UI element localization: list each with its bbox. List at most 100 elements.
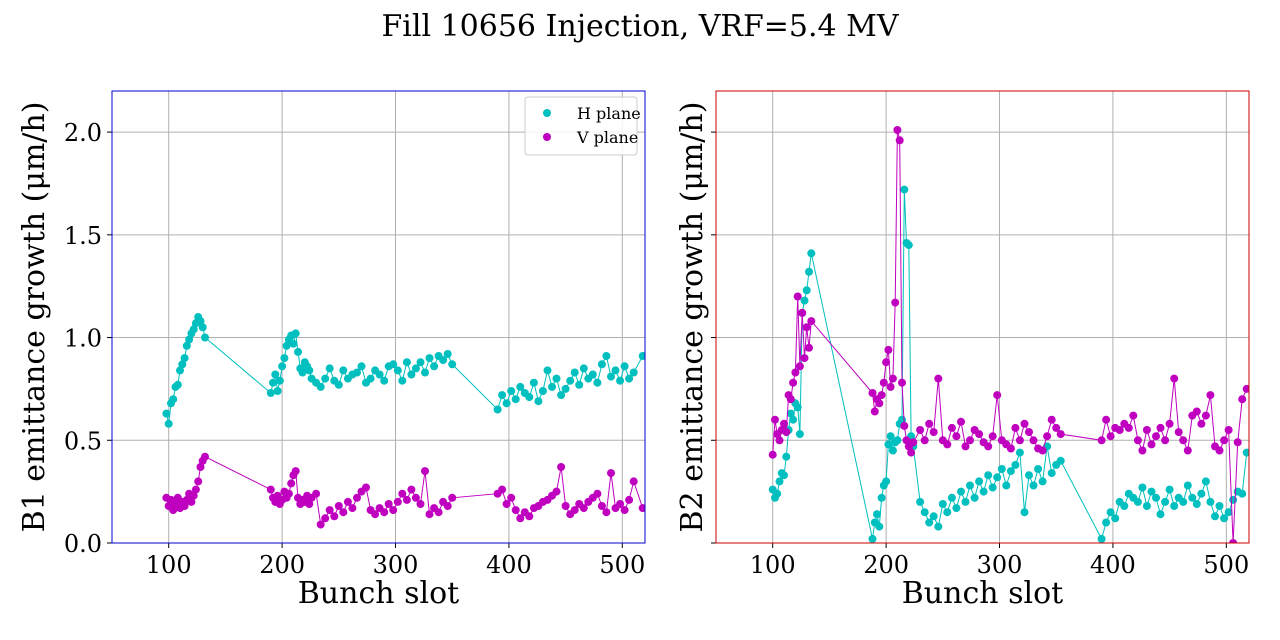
data-point [189,491,198,500]
data-point [997,465,1006,473]
series-line [772,129,1248,543]
data-point [629,368,638,377]
data-point [389,506,398,515]
data-point [1152,432,1160,441]
data-point [947,493,956,502]
data-point [511,395,520,404]
data-point [185,335,194,344]
data-point [1115,426,1124,434]
series-h-plane [768,185,1249,543]
data-point [287,479,296,488]
data-point [877,493,886,502]
data-point [389,360,398,369]
data-point [180,354,189,363]
data-point [1056,430,1065,439]
series-h-plane [162,313,645,428]
data-point [411,493,420,502]
data-point [1206,497,1215,506]
data-point [879,378,888,387]
data-point [366,374,375,383]
data-point [886,382,895,391]
data-point [561,502,570,510]
data-point [768,450,777,459]
data-point [579,364,588,373]
data-point [498,485,507,494]
y-tick-label: 0.0 [64,530,102,558]
data-point [771,415,779,424]
data-point [321,514,330,523]
data-point [1106,432,1115,441]
data-point [920,508,929,517]
data-point [593,378,602,387]
data-point [579,504,588,513]
data-point [1229,539,1238,543]
data-point [925,518,934,527]
data-point [305,366,314,375]
data-point [920,436,929,445]
data-point [570,368,579,377]
data-point [1052,423,1061,432]
data-point [1179,436,1188,445]
data-point [575,380,584,389]
data-point [607,469,615,478]
data-point [782,452,791,461]
data-point [957,487,965,496]
data-point [393,497,402,506]
data-point [407,485,416,494]
data-point [1120,502,1129,510]
data-point [1138,483,1147,492]
data-point [975,477,984,486]
data-point [1097,534,1106,543]
data-point [775,436,784,445]
data-point [266,389,275,397]
data-point [380,508,389,517]
x-axis-label: Bunch slot [902,576,1063,611]
series-v-plane [768,126,1249,543]
data-point [507,493,516,502]
data-point [1029,436,1038,445]
data-point [162,409,171,418]
data-point [877,391,886,400]
data-point [1238,395,1247,404]
data-point [805,343,813,352]
data-point [402,358,411,367]
data-point [529,378,538,387]
data-point [1215,502,1224,510]
x-tick-label: 500 [1203,551,1249,579]
data-point [625,495,634,504]
data-point [1142,502,1151,510]
data-point [421,368,429,377]
data-point [795,430,804,439]
data-point [611,366,620,375]
data-point [1097,436,1106,445]
data-point [988,432,997,441]
data-point [1238,489,1247,498]
data-point [884,440,893,449]
data-point [511,506,520,515]
data-point [1102,415,1111,424]
data-point [525,512,534,521]
data-point [421,467,429,476]
data-point [1025,428,1033,437]
data-point [1197,419,1206,428]
data-point [620,506,629,515]
x-tick-label: 400 [1090,551,1136,579]
data-point [570,506,579,515]
data-point [1179,497,1188,506]
data-point [800,296,809,305]
data-point [1129,411,1138,420]
data-point [952,504,961,513]
legend-marker [543,133,551,141]
data-point [1034,465,1043,473]
data-point [1220,514,1229,523]
data-point [398,489,407,498]
data-point [271,370,280,379]
data-point [1201,411,1210,420]
data-point [402,495,411,504]
data-point [371,510,380,519]
data-point [325,506,334,515]
data-point [616,376,625,385]
data-point [1197,489,1206,498]
data-point [1165,419,1174,428]
x-tick-label: 100 [146,551,192,579]
